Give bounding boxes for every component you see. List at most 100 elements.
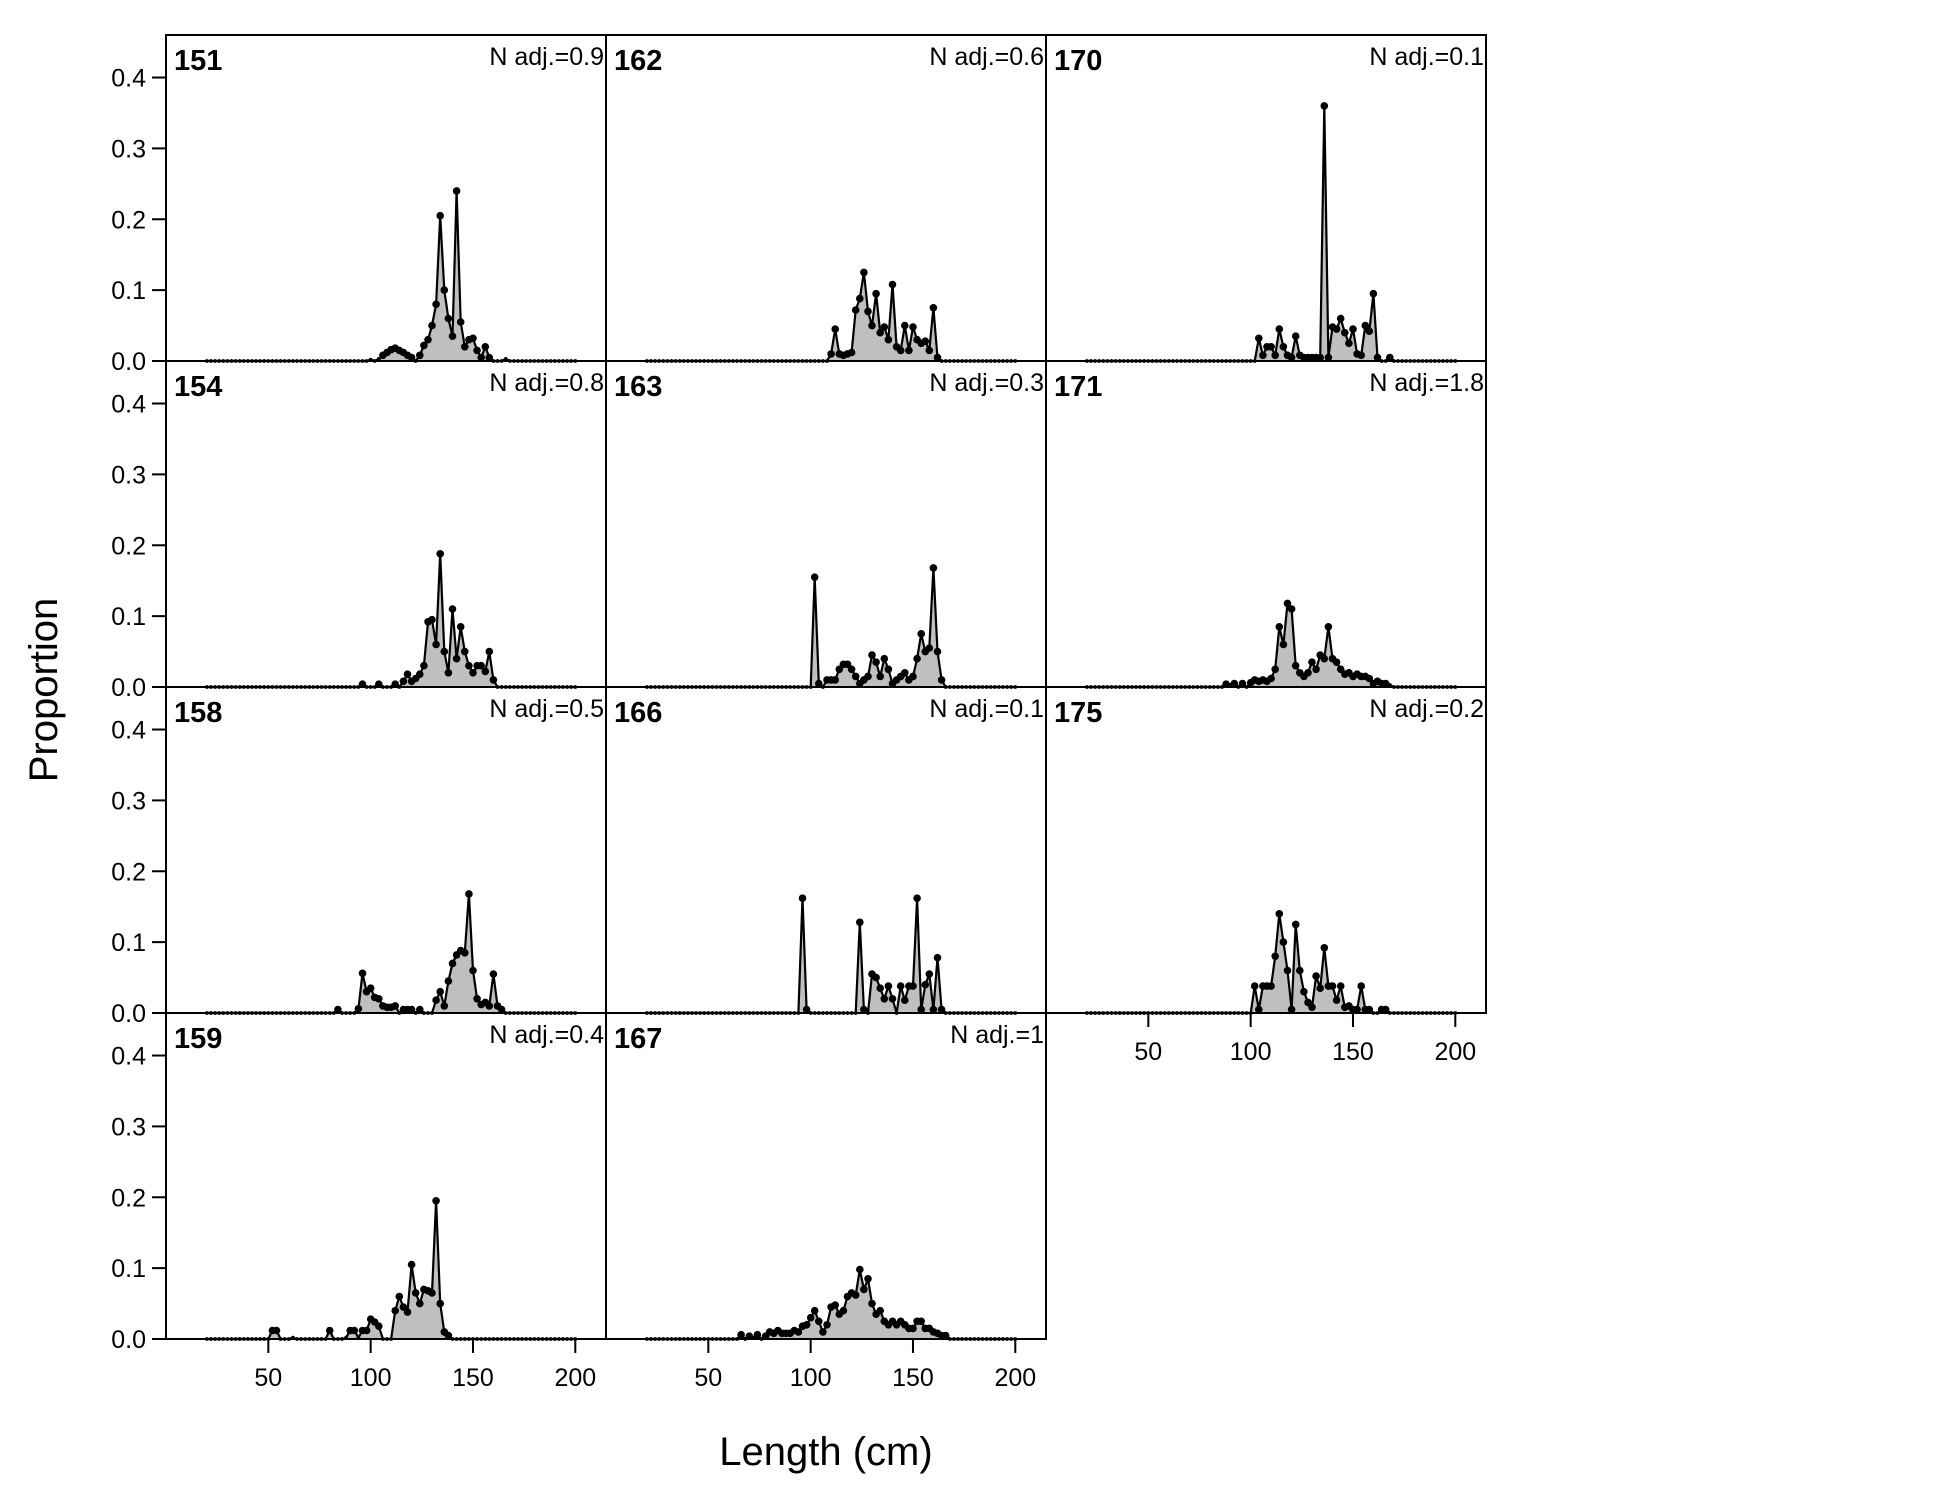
panel-166-point: [860, 1005, 868, 1014]
panel-154-point: [456, 623, 465, 631]
panel-label: 158: [174, 697, 222, 729]
panel-151-point: [481, 343, 490, 351]
panel-163-point: [847, 665, 856, 674]
panel-166-point: [802, 1005, 811, 1014]
panel-167-point: [794, 1328, 803, 1336]
panel-162-point: [901, 321, 909, 330]
panel-162-point: [905, 346, 913, 355]
x-tick-label: 100: [1230, 1038, 1272, 1066]
panel-162-point: [851, 306, 860, 314]
panel-154-point: [465, 661, 473, 670]
y-tick-label: 0.0: [111, 1326, 146, 1354]
panel-166-point: [880, 995, 889, 1003]
panel-label: 166: [614, 697, 662, 729]
panel-159-point: [436, 1299, 445, 1308]
panel-159-point: [325, 1326, 334, 1335]
panel-158-point: [444, 977, 453, 985]
panel-175-point: [1332, 996, 1341, 1004]
panel-158-point: [334, 1005, 342, 1014]
panel-167-point: [819, 1328, 827, 1336]
panel-167-point: [864, 1275, 872, 1283]
panel-171-point: [1238, 679, 1247, 688]
panel-163-point: [864, 672, 872, 681]
panel-151-line: [206, 189, 576, 363]
panel-154-point: [461, 647, 469, 656]
x-tick-label: 150: [1332, 1038, 1374, 1066]
panel-166-point: [925, 970, 934, 978]
panel-label: 154: [174, 371, 222, 403]
panel-163-point: [872, 658, 880, 666]
panel-166-point: [909, 982, 917, 990]
panel-159-point: [403, 1308, 412, 1316]
panel-159-point: [350, 1326, 359, 1335]
panel-163-area: [646, 567, 1016, 687]
panel-159-point: [416, 1299, 424, 1308]
panel-170-point: [1267, 343, 1275, 351]
panel-159-point: [428, 1289, 436, 1297]
panel-167-point: [802, 1321, 811, 1329]
panel-175-point: [1336, 982, 1345, 990]
x-tick-label: 100: [350, 1364, 392, 1392]
y-tick-label: 0.1: [111, 603, 146, 631]
panel-n-adj-label: N adj.=0.4: [489, 1021, 604, 1049]
panel-154-point: [452, 654, 461, 663]
panel-162-point: [860, 268, 868, 277]
panel-n-adj-label: N adj.=1.8: [1369, 369, 1484, 397]
panel-171-point: [1324, 623, 1333, 631]
panel-158-point: [432, 996, 440, 1004]
panel-162-point: [872, 289, 880, 298]
y-tick-label: 0.1: [111, 929, 146, 957]
panel-163-point: [933, 647, 942, 656]
panel-159-point: [399, 1303, 408, 1311]
panel-166-point: [917, 1005, 925, 1014]
panel-162-point: [896, 346, 905, 355]
panel-167-frame: [605, 1012, 1047, 1340]
panel-167-point: [823, 1321, 831, 1329]
panel-162-point: [921, 337, 930, 346]
panel-158-point: [489, 970, 498, 978]
panel-162-point: [933, 353, 942, 362]
panel-158-point: [465, 890, 473, 898]
panel-158-point: [485, 1002, 494, 1010]
panel-label: 171: [1054, 371, 1102, 403]
panel-167-point: [917, 1317, 925, 1326]
panel-171-point: [1279, 640, 1288, 649]
panel-175-point: [1279, 938, 1288, 946]
x-tick-label: 200: [1434, 1038, 1476, 1066]
x-axis-title: Length (cm): [719, 1430, 932, 1474]
panel-170-point: [1365, 327, 1374, 336]
panel-154-point: [477, 661, 486, 670]
panel-158-point: [416, 1005, 424, 1014]
panel-158-point: [469, 966, 477, 975]
panel-label: 151: [174, 45, 222, 77]
panel-151-point: [477, 353, 486, 362]
panel-154-point: [489, 676, 498, 684]
panel-151-area: [206, 190, 576, 361]
panel-175-point: [1328, 982, 1337, 990]
panel-170-point: [1332, 325, 1341, 333]
panel-163-point: [880, 654, 889, 663]
panel-158-frame: [165, 686, 607, 1014]
panel-163-point: [831, 676, 839, 684]
panel-166-point: [856, 918, 864, 927]
panel-170-point: [1357, 351, 1365, 360]
panel-171-point: [1365, 674, 1374, 683]
x-tick-label: 200: [994, 1364, 1036, 1392]
panel-175-point: [1296, 966, 1304, 975]
panel-171-area: [1086, 603, 1456, 687]
panel-n-adj-label: N adj.=0.6: [929, 43, 1044, 71]
panel-163-point: [843, 660, 852, 669]
panel-n-adj-label: N adj.=0.1: [1369, 43, 1484, 71]
panel-170-point: [1324, 353, 1333, 362]
panel-170-area: [1086, 105, 1456, 362]
panel-n-adj-label: N adj.=0.8: [489, 369, 604, 397]
panel-162-point: [888, 280, 897, 289]
panel-151-point: [420, 341, 428, 350]
panel-158-point: [366, 984, 375, 992]
panel-151-point: [407, 353, 416, 362]
panel-167-point: [753, 1330, 762, 1339]
panel-162-point: [856, 294, 864, 303]
x-tick-label: 100: [790, 1364, 832, 1392]
panel-167-area: [646, 1269, 1016, 1339]
